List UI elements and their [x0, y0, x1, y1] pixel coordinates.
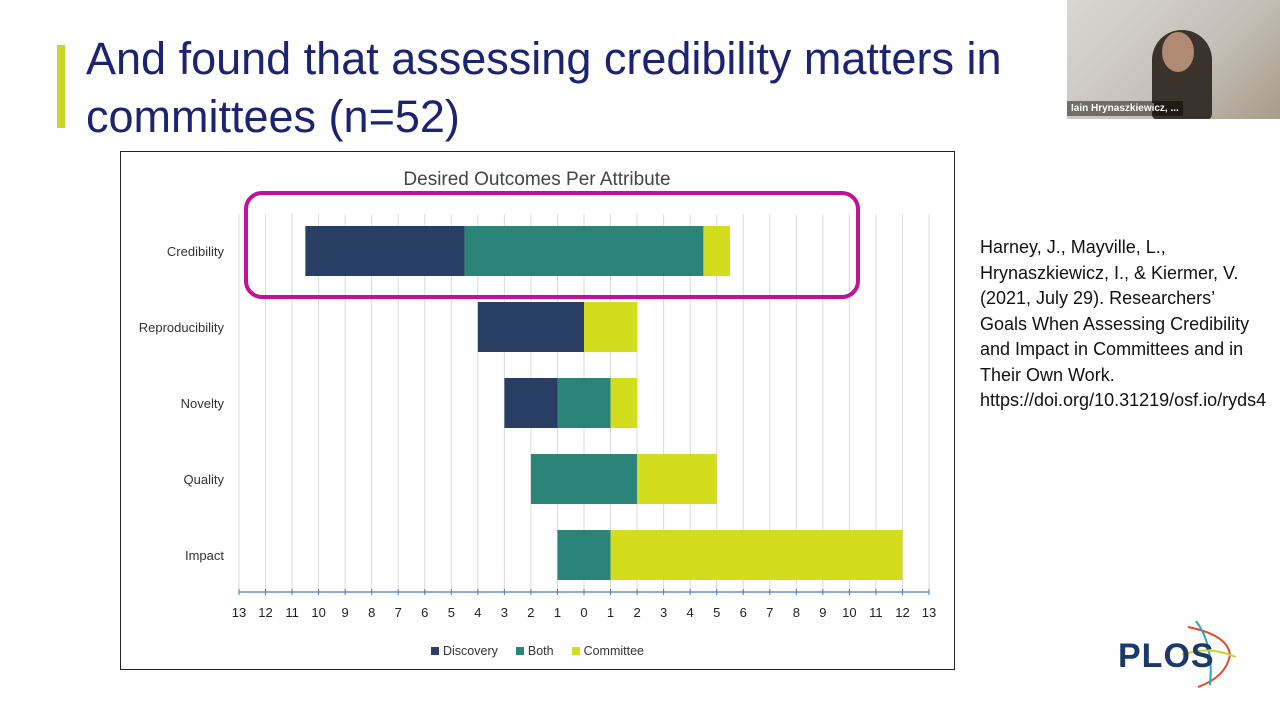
logo-swirl-icon	[1181, 620, 1237, 688]
y-category-label: Impact	[185, 548, 224, 563]
legend-item-both: Both	[515, 644, 554, 658]
legend-item-committee: Committee	[571, 644, 645, 658]
x-tick-label: 1	[554, 605, 561, 620]
x-tick-label: 10	[842, 605, 856, 620]
legend-swatch	[515, 647, 524, 655]
webcam-video[interactable]: Iain Hrynaszkiewicz, ...	[1067, 0, 1280, 119]
chart: Desired Outcomes Per Attribute 13 12 11 10 9 8…	[120, 151, 955, 670]
x-tick-label: 0	[580, 605, 587, 620]
x-tick-label: 4	[687, 605, 694, 620]
bar-discovery-reproducibility	[477, 302, 584, 352]
y-category-label: Credibility	[167, 244, 225, 259]
participant-head	[1162, 32, 1194, 72]
slide-title: And found that assessing credibility mat…	[86, 33, 1002, 142]
y-category-label: Quality	[184, 472, 225, 487]
x-tick-label: 11	[285, 605, 299, 620]
bar-discovery-novelty	[504, 378, 558, 428]
bar-committee-novelty	[610, 378, 638, 428]
bar-committee-impact	[610, 530, 903, 580]
plos-logo: PLOS	[1118, 615, 1238, 690]
x-tick-label: 4	[474, 605, 481, 620]
legend-swatch	[571, 647, 580, 655]
legend-label: Discovery	[442, 644, 498, 658]
title-accent-bar	[57, 45, 65, 128]
chart-legend: Discovery Both Committee	[121, 644, 954, 658]
x-tick-label: 1	[607, 605, 614, 620]
x-tick-label: 9	[819, 605, 826, 620]
citation: Harney, J., Mayville, L., Hrynaszkiewicz…	[980, 237, 1267, 410]
bar-committee-quality	[637, 454, 717, 504]
chart-title: Desired Outcomes Per Attribute	[403, 169, 670, 190]
x-tick-label: 5	[448, 605, 455, 620]
x-tick-label: 6	[740, 605, 747, 620]
y-category-label: Novelty	[181, 396, 225, 411]
bar-both-credibility	[464, 226, 704, 276]
bar-committee-reproducibility	[584, 302, 638, 352]
x-tick-label: 3	[660, 605, 667, 620]
x-tick-label: 12	[258, 605, 272, 620]
x-tick-label: 9	[342, 605, 349, 620]
bar-both-impact	[557, 530, 611, 580]
x-tick-label: 2	[527, 605, 534, 620]
x-tick-label: 8	[793, 605, 800, 620]
bar-committee-credibility	[703, 226, 730, 276]
bar-both-novelty	[557, 378, 611, 428]
participant-name: Iain Hrynaszkiewicz, ...	[1067, 101, 1183, 116]
x-tick-label: 2	[633, 605, 640, 620]
logo-text: PLOS	[1118, 637, 1215, 675]
legend-label: Committee	[583, 644, 645, 658]
x-tick-label: 6	[421, 605, 428, 620]
bar-both-quality	[530, 454, 638, 504]
highlight-box	[244, 191, 860, 299]
legend-item-discovery: Discovery	[430, 644, 498, 658]
x-tick-label: 5	[713, 605, 720, 620]
y-category-label: Reproducibility	[139, 320, 225, 335]
bar-discovery-credibility	[305, 226, 465, 276]
x-tick-label: 7	[395, 605, 402, 620]
x-tick-label: 13	[922, 605, 936, 620]
x-tick-label: 12	[895, 605, 909, 620]
x-tick-label: 7	[766, 605, 773, 620]
x-tick-label: 3	[501, 605, 508, 620]
legend-swatch	[430, 647, 439, 655]
legend-label: Both	[527, 644, 554, 658]
x-tick-label: 13	[232, 605, 246, 620]
x-tick-label: 10	[311, 605, 325, 620]
x-tick-label: 8	[368, 605, 375, 620]
x-tick-label: 11	[869, 605, 883, 620]
